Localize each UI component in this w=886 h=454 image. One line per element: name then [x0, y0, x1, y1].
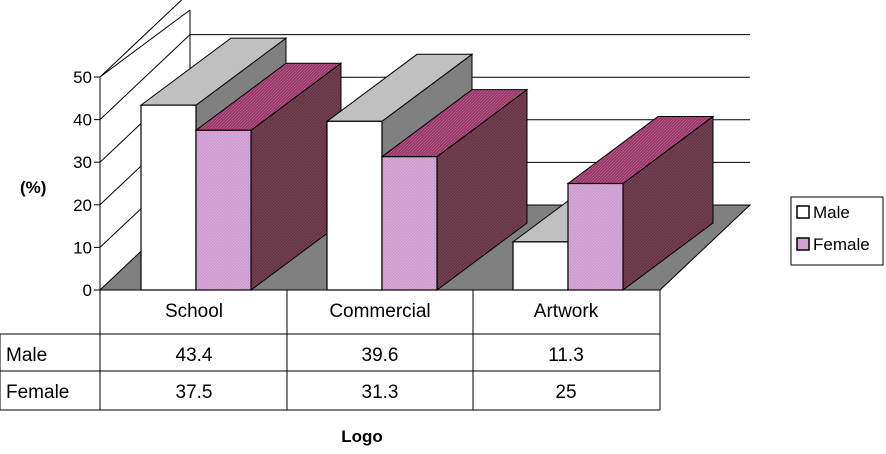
x-axis-label: Logo: [341, 427, 383, 446]
table-header-category-1: School: [165, 301, 223, 322]
legend-swatch-male: [796, 205, 810, 219]
bar-female-school: [194, 62, 343, 291]
legend: Male Female: [790, 196, 884, 266]
y-tick-label-50: 50: [73, 68, 92, 87]
table-header-category-3: Artwork: [534, 301, 599, 322]
table-cell-male-school: 43.4: [176, 345, 213, 366]
y-tick-label-10: 10: [73, 238, 92, 257]
table-cell-female-commercial: 31.3: [362, 382, 399, 403]
y-axis-ticks: 0 10 20 30 40 50: [73, 68, 100, 300]
legend-label-female: Female: [813, 235, 870, 254]
legend-swatch-female: [796, 237, 810, 251]
data-table: School Commercial Artwork Male 43.4 39.6…: [0, 289, 661, 411]
bar-female-commercial: [380, 88, 529, 291]
y-tick-label-20: 20: [73, 196, 92, 215]
y-tick-label-40: 40: [73, 111, 92, 130]
y-tick-label-30: 30: [73, 153, 92, 172]
table-cell-male-artwork: 11.3: [548, 345, 584, 366]
bars: [139, 37, 715, 291]
gridline-side-50: [99, 0, 183, 78]
legend-label-male: Male: [813, 203, 850, 222]
table-row-label-female: Female: [6, 382, 69, 403]
gridline-side-40: [99, 34, 191, 120]
y-axis-label: (%): [20, 178, 46, 197]
y-tick-label-0: 0: [83, 281, 92, 300]
table-header-category-2: Commercial: [329, 301, 430, 322]
table-cell-male-commercial: 39.6: [362, 345, 399, 366]
table-cell-female-artwork: 25: [555, 382, 576, 403]
table-cell-female-school: 37.5: [176, 382, 213, 403]
bar-female-artwork: [566, 115, 715, 291]
table-row-label-male: Male: [6, 345, 47, 366]
side-wall-edge: [99, 9, 191, 78]
